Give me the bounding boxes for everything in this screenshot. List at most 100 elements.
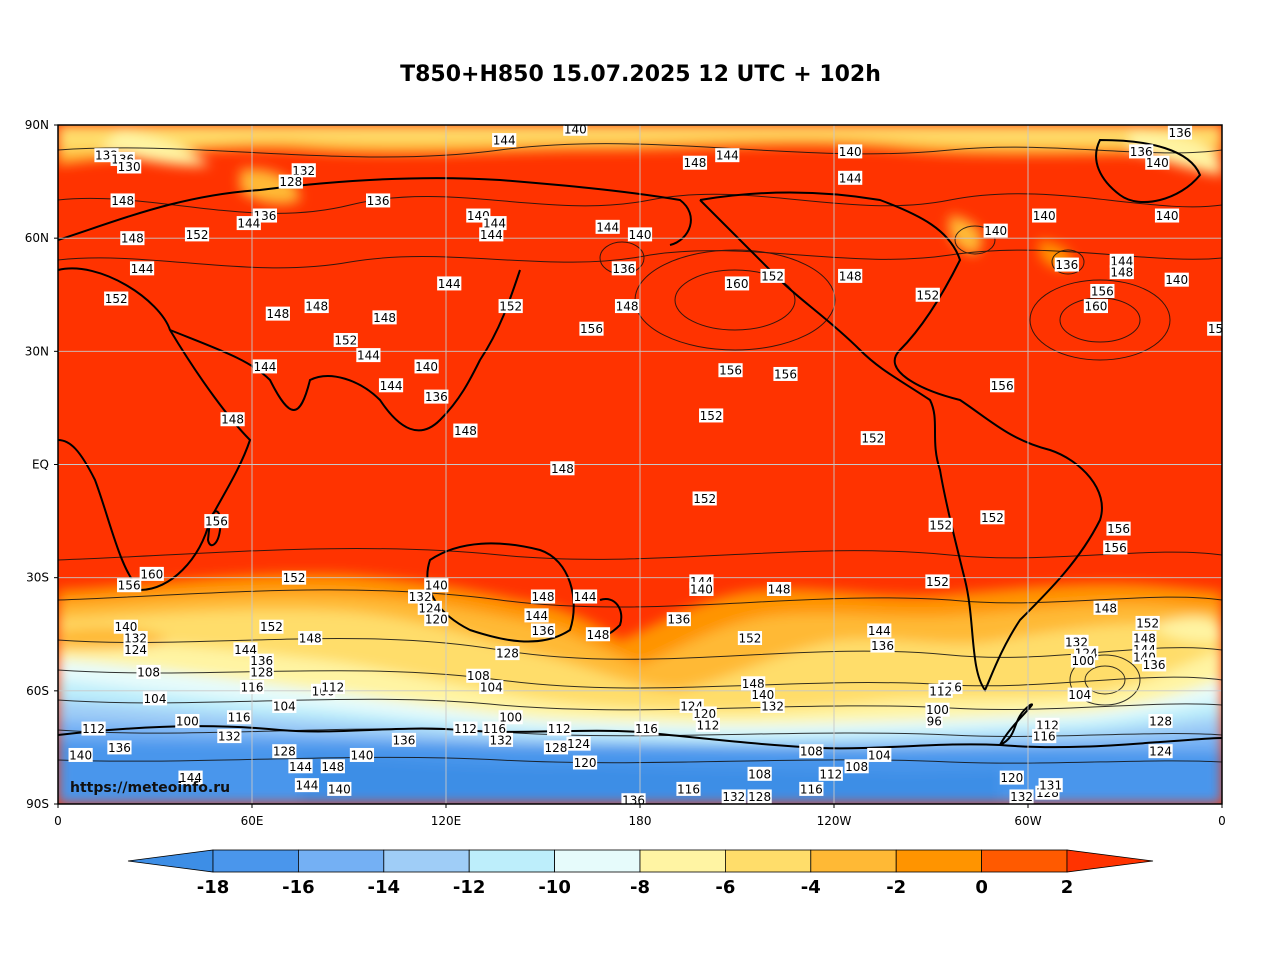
lon-tick-label: 60E <box>241 814 264 828</box>
contour-label: 104 <box>142 691 168 706</box>
contour-label: 156 <box>718 363 743 378</box>
contour-label: 140 <box>1145 155 1170 170</box>
contour-label: 140 <box>68 747 93 762</box>
colorbar-label: -16 <box>282 877 315 898</box>
contour-label-text: 136 <box>1143 658 1166 672</box>
contour-label-text: 148 <box>684 156 707 170</box>
colorbar-high-arrow <box>1066 849 1154 873</box>
contour-label-text: 160 <box>1084 300 1107 314</box>
contour-label-text: 132 <box>1065 635 1088 649</box>
contour-label-text: 152 <box>186 228 209 242</box>
contour-label: 148 <box>1093 600 1118 615</box>
contour-label: 152 <box>259 619 284 634</box>
contour-label-text: 148 <box>532 590 555 604</box>
contour-label-text: 116 <box>1033 730 1056 744</box>
contour-label-text: 136 <box>1169 126 1192 140</box>
contour-label: 128 <box>747 789 772 804</box>
lat-tick-label: 30S <box>26 571 49 585</box>
contour-label-text: 116 <box>677 782 700 796</box>
contour-label-text: 156 <box>991 379 1014 393</box>
contour-label: 144 <box>1109 253 1134 268</box>
contour-label: 108 <box>844 759 869 774</box>
contour-label: 128 <box>543 740 569 755</box>
contour-label-text: 152 <box>738 632 761 646</box>
contour-label-text: 116 <box>241 681 264 695</box>
contour-label: 140 <box>1032 208 1057 223</box>
contour-label: 148 <box>550 461 575 476</box>
contour-label-text: 124 <box>1149 745 1172 759</box>
contour-label: 140 <box>627 227 653 242</box>
contour-label-text: 152 <box>761 269 784 283</box>
contour-label: 144 <box>233 642 258 657</box>
contour-label-text: 148 <box>616 300 639 314</box>
contour-label: 132 <box>760 698 785 713</box>
contour-label-text: 15 <box>1208 322 1223 336</box>
contour-label: 116 <box>634 721 659 736</box>
contour-label: 144 <box>838 170 863 185</box>
contour-label-text: 140 <box>690 582 713 596</box>
contour-label: 128 <box>278 174 303 189</box>
contour-label-text: 100 <box>1072 654 1095 668</box>
contour-label: 116 <box>676 781 701 796</box>
colorbar-segment <box>554 849 641 873</box>
contour-label-text: 136 <box>393 733 416 747</box>
contour-label: 148 <box>530 589 556 604</box>
contour-label-text: 148 <box>266 307 289 321</box>
contour-label-text: 156 <box>118 579 141 593</box>
contour-label: 120 <box>999 770 1024 785</box>
contour-label: 140 <box>1154 208 1180 223</box>
contour-label: 104 <box>1067 687 1092 702</box>
contour-label: 136 <box>391 732 417 747</box>
contour-label-text: 136 <box>108 741 131 755</box>
contour-label-text: 144 <box>357 349 380 363</box>
contour-label-text: 144 <box>574 590 597 604</box>
contour-label: 140 <box>838 144 863 159</box>
australia-coast <box>426 542 575 643</box>
contour-label: 112 <box>453 721 478 736</box>
contour-label: 144 <box>236 216 261 231</box>
contour-label: 116 <box>226 710 252 725</box>
contour-label: 144 <box>479 227 504 242</box>
contour-label-text: 144 <box>296 779 319 793</box>
latitude-ticks: 90N 60N 30N EQ 30S 60S 90S <box>25 118 58 811</box>
contour-label-text: 120 <box>574 756 597 770</box>
contour-label-text: 132 <box>292 164 315 178</box>
contour-label-text: 140 <box>415 360 438 374</box>
contour-label: 160 <box>139 566 164 581</box>
contour-label-text: 140 <box>1033 209 1056 223</box>
contour-label-text: 144 <box>480 228 503 242</box>
contour-label-text: 148 <box>1094 601 1117 615</box>
contour-label: 144 <box>294 778 320 793</box>
contour-label: 130 <box>117 159 142 174</box>
contour-label-text: 148 <box>587 628 610 642</box>
lon-tick-label: 0 <box>54 814 62 828</box>
contour-label: 160 <box>724 276 750 291</box>
contour-label: 148 <box>304 299 329 314</box>
contour-label: 136 <box>1142 657 1167 672</box>
contour-label-text: 112 <box>696 718 719 732</box>
contour-label-text: 108 <box>845 760 868 774</box>
contour-label: 140 <box>414 359 439 374</box>
colorbar-segment <box>981 849 1068 873</box>
contour-label-text: 144 <box>438 277 461 291</box>
colorbar-label: -10 <box>538 877 571 898</box>
contour-label-text: 104 <box>868 748 891 762</box>
contour-label: 96 <box>925 714 943 729</box>
colorbar-segment <box>895 849 983 873</box>
lat-tick-label: 60N <box>25 231 49 245</box>
contour-label-text: 152 <box>1136 616 1159 630</box>
contour-label: 148 <box>585 627 611 642</box>
contour-label-text: 144 <box>234 643 257 657</box>
contour-label-text: 144 <box>131 262 154 276</box>
colorbar-label: -14 <box>368 877 401 898</box>
contour-label-text: 124 <box>567 737 590 751</box>
colorbar-label: 0 <box>975 877 988 898</box>
lat-tick-label: 90N <box>25 118 49 132</box>
contour-label-text: 136 <box>1055 258 1078 272</box>
contour-label: 144 <box>378 378 404 393</box>
contour-label: 132 <box>291 163 316 178</box>
contour-label-text: 120 <box>693 707 716 721</box>
contour-label: 140 <box>113 619 138 634</box>
contour-label: 132 <box>721 789 746 804</box>
contour-label-text: 104 <box>144 692 167 706</box>
